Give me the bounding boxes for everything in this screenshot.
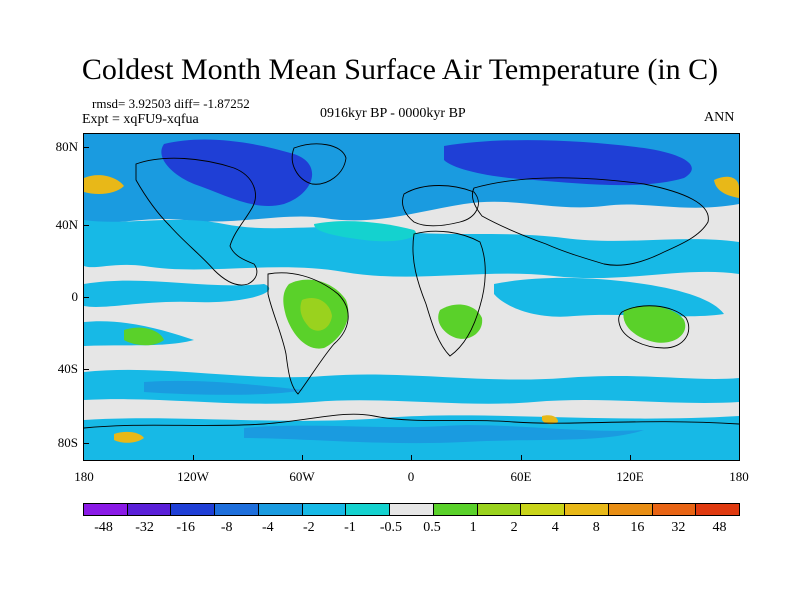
stats-text: rmsd= 3.92503 diff= -1.87252 [92, 96, 250, 111]
mid-lat-north [84, 219, 739, 279]
east-siberia-orange [714, 176, 739, 198]
colorbar-segment [127, 504, 172, 515]
north-america-coast [135, 157, 258, 286]
colorbar-label: -4 [261, 520, 274, 535]
colorbar-segment [652, 504, 697, 515]
colorbar-segment [477, 504, 522, 515]
south-america-coast [267, 272, 349, 395]
antarctica-coast [84, 413, 739, 429]
lon-tick-label: 60W [289, 469, 315, 484]
colorbar-label: -1 [344, 520, 356, 535]
colorbar-segment [302, 504, 347, 515]
colorbar-segment [433, 504, 478, 515]
colorbar-segment [390, 504, 434, 515]
southern-ocean-cyan [84, 369, 739, 404]
south-america-yellowgreen [300, 297, 332, 331]
colorbar-segment [696, 504, 740, 515]
lon-tick-label: 120E [616, 469, 644, 484]
colorbar-segment [215, 504, 259, 515]
colorbar-segment [171, 504, 216, 515]
colorbar-label: 1 [469, 520, 477, 535]
tick-mark [521, 455, 522, 461]
colorbar-label: -8 [220, 520, 233, 535]
map-panel [83, 133, 740, 461]
colorbar-label: -48 [94, 520, 113, 535]
australia-coast [618, 305, 690, 349]
experiment-text: Expt = xqFU9-xqfua [82, 112, 199, 127]
greenland-coast [291, 143, 347, 185]
tick-mark [83, 443, 89, 444]
africa-coast [412, 230, 486, 357]
colorbar [83, 503, 740, 516]
pacific-south-green [124, 327, 164, 346]
europe-coast [402, 185, 479, 227]
siberia-core [444, 140, 692, 186]
indian-ocean-cyan [494, 277, 724, 317]
lat-tick-label: 40N [55, 217, 78, 232]
colorbar-label: -16 [176, 520, 195, 535]
temperature-map [84, 134, 739, 460]
lon-tick-label: 60E [510, 469, 532, 484]
colorbar-label: 4 [551, 520, 559, 535]
weddell-orange-spot [542, 415, 558, 425]
alaska-orange [84, 175, 124, 194]
lat-tick-label: 40S [57, 361, 78, 376]
arctic-core [161, 139, 313, 206]
colorbar-label: 16 [630, 520, 645, 535]
australia-green [623, 305, 686, 343]
colorbar-label: 48 [712, 520, 727, 535]
colorbar-label: 32 [671, 520, 686, 535]
colorbar-label: 2 [510, 520, 518, 535]
tick-mark [83, 369, 89, 370]
colorbar-label: 0.5 [423, 520, 441, 535]
coastlines [84, 143, 739, 429]
colorbar-label: 8 [592, 520, 600, 535]
lat-tick-label: 80S [57, 435, 78, 450]
tick-mark [630, 455, 631, 461]
antarctica-blue [244, 425, 644, 444]
asia-coast [471, 177, 709, 266]
tick-mark [193, 455, 194, 461]
north-atlantic-cyan [314, 221, 416, 242]
antarctica-orange-spot [114, 431, 144, 443]
tick-mark [302, 455, 303, 461]
tick-mark [83, 147, 89, 148]
period-text: 0916kyr BP - 0000kyr BP [320, 106, 466, 121]
lon-tick-label: 120W [177, 469, 209, 484]
southern-ocean-blue [144, 380, 304, 395]
colorbar-label: -2 [303, 520, 315, 535]
chart-title: Coldest Month Mean Surface Air Temperatu… [81, 53, 719, 86]
lon-tick-label: 0 [407, 469, 415, 484]
lon-tick-label: 180 [729, 469, 749, 484]
colorbar-segment [521, 504, 566, 515]
tick-mark [83, 225, 89, 226]
colorbar-segment [608, 504, 653, 515]
lat-tick-label: 80N [55, 139, 78, 154]
lat-tick-label: 0 [71, 289, 79, 304]
colorbar-segment [84, 504, 128, 515]
lon-tick-label: 180 [74, 469, 94, 484]
colorbar-label: -0.5 [379, 520, 403, 535]
colorbar-segment [258, 504, 303, 515]
tick-mark [83, 297, 89, 298]
tropical-pacific-cyan [84, 280, 270, 307]
colorbar-label: -32 [135, 520, 154, 535]
colorbar-segment [565, 504, 609, 515]
season-text: ANN [704, 110, 735, 125]
colorbar-segment [346, 504, 391, 515]
tick-mark [411, 455, 412, 461]
